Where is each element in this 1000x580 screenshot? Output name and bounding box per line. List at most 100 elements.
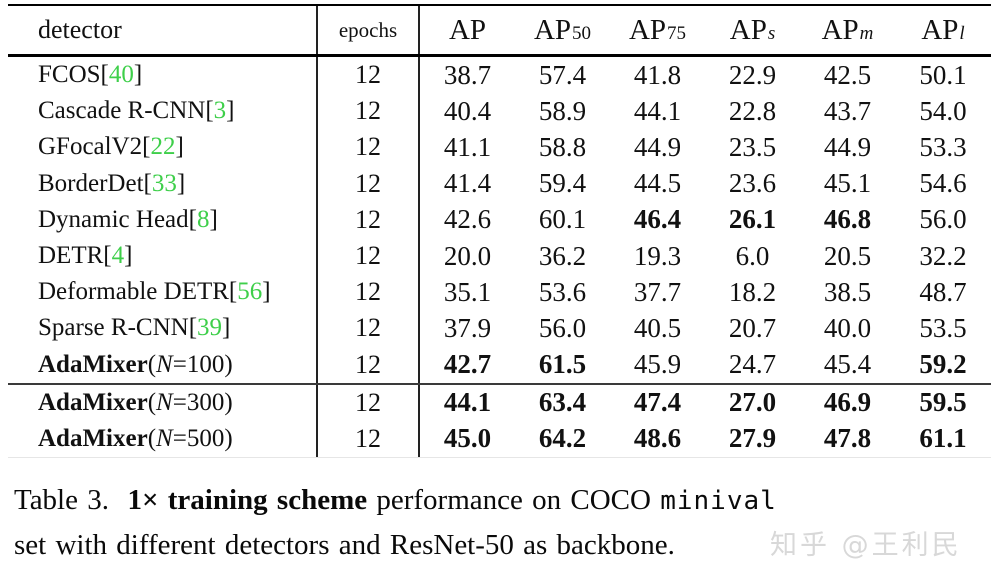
cell-epochs: 12 [316,384,420,421]
cell-value: 24.7 [728,349,777,380]
table-body: FCOS [40] 12 38.7 57.4 41.8 22.9 42.5 50.1 Casca… [8,57,991,458]
cell-value: 27.9 [728,423,777,454]
cell-epochs: 12 [316,165,420,202]
table-header-row: detector epochs AP AP 50 AP 75 AP s AP m AP l [8,6,991,57]
query-count-symbol: N [156,424,173,452]
results-table: detector epochs AP AP 50 AP 75 AP s AP m AP l FCOS [… [8,4,991,459]
watermark: 知乎 @王利民 [770,530,962,561]
cell-detector: AdaMixer (N =100) [38,350,233,378]
cell-value: 64.2 [538,423,587,454]
cell-value: 46.4 [633,204,682,235]
detector-name: DETR [38,242,104,270]
citation-ref[interactable]: 40 [108,61,134,89]
cell-value: 45.1 [823,168,872,199]
cell-detector: Cascade R-CNN [3] [38,97,235,125]
cell-value: 44.5 [633,168,682,199]
detector-name: Deformable DETR [38,278,229,306]
cell-epochs: 12 [316,237,420,275]
cell-value: 18.2 [728,276,777,307]
cell-epochs: 12 [316,346,420,383]
cell-value: 53.5 [919,312,967,343]
cell-value: 22.9 [728,59,777,90]
column-header-detector: detector [38,15,122,44]
detector-name: BorderDet [38,169,144,197]
cell-value: 20.7 [728,312,777,343]
cell-value: 6.0 [735,240,770,271]
cell-value: 61.1 [919,423,967,454]
cell-value: 47.8 [823,423,872,454]
cell-value: 45.0 [443,423,492,454]
cell-value: 32.2 [919,240,967,271]
table-row: AdaMixer (N =500) 12 45.0 64.2 48.6 27.9 47.8 61… [8,420,991,458]
column-header-ap50: AP 50 [533,13,592,46]
cell-value: 59.4 [538,168,587,199]
cell-value: 35.1 [443,276,492,307]
column-header-aps: AP s [729,13,776,46]
table-row: AdaMixer (N =300) 12 44.1 63.4 47.4 27.0 46.9 59… [8,382,991,421]
cell-value: 40.5 [633,312,682,343]
cell-value: 47.4 [633,387,682,418]
cell-value: 41.1 [443,131,492,162]
citation-ref[interactable]: 3 [213,97,227,125]
caption-segment: 1× training scheme [127,484,368,516]
cell-value: 53.3 [919,131,967,162]
metric-label: AP [533,13,572,46]
cell-value: 50.1 [919,59,967,90]
cell-value: 43.7 [823,95,872,126]
citation-ref[interactable]: 39 [197,314,223,342]
cell-value: 42.7 [443,349,492,380]
cell-value: 19.3 [633,240,682,271]
caption-line-2: set with different detectors and ResNet-… [14,529,675,561]
cell-detector: Deformable DETR [56] [38,278,271,306]
citation-ref[interactable]: 56 [237,278,263,306]
cell-value: 63.4 [538,387,587,418]
table-row: Deformable DETR [56] 12 35.1 53.6 37.7 18.2 38… [8,274,991,311]
detector-name: Cascade R-CNN [38,97,206,125]
query-count-symbol: N [156,350,173,378]
cell-value: 44.9 [633,131,682,162]
cell-detector: DETR [4] [38,242,133,270]
table-row: Cascade R-CNN [3] 12 40.4 58.9 44.1 22.8 43.7 5… [8,93,991,130]
cell-epochs: 12 [316,274,420,311]
cell-epochs: 12 [316,129,420,166]
metric-label: AP [821,13,859,46]
cell-value: 44.1 [633,95,682,126]
cell-value: 20.0 [443,240,492,271]
table-caption: Table 3. 1× training scheme performance … [14,478,989,567]
detector-name: FCOS [38,61,101,89]
metric-label: AP [628,13,667,46]
cell-epochs: 12 [316,310,420,347]
cell-value: 56.0 [538,312,587,343]
cell-value: 38.5 [823,276,872,307]
cell-value: 46.8 [823,204,872,235]
column-header-epochs: epochs [316,6,420,54]
cell-value: 37.9 [443,312,492,343]
cell-value: 57.4 [538,59,587,90]
citation-ref[interactable]: 22 [150,133,176,161]
cell-value: 60.1 [538,204,587,235]
table-row: DETR [4] 12 20.0 36.2 19.3 6.0 20.5 32.2 [8,237,991,275]
citation-ref[interactable]: 4 [111,242,125,270]
cell-epochs: 12 [316,57,420,94]
cell-value: 54.0 [919,95,967,126]
cell-value: 44.9 [823,131,872,162]
caption-segment: minival [660,486,777,516]
cell-value: 23.5 [728,131,777,162]
cell-value: 41.4 [443,168,492,199]
column-header-apm: AP m [821,13,874,46]
citation-ref[interactable]: 8 [196,205,210,233]
cell-detector: FCOS [40] [38,61,143,89]
cell-detector: Sparse R-CNN [39] [38,314,231,342]
citation-ref[interactable]: 33 [151,169,177,197]
caption-segment: Table 3. [14,484,128,516]
table-row: AdaMixer (N =100) 12 42.7 61.5 45.9 24.7 45.4 59… [8,346,991,383]
cell-value: 27.0 [728,387,777,418]
cell-value: 54.6 [919,168,967,199]
detector-name: GFocalV2 [38,133,143,161]
cell-value: 37.7 [633,276,682,307]
cell-epochs: 12 [316,201,420,238]
cell-value: 22.8 [728,95,777,126]
cell-value: 36.2 [538,240,587,271]
cell-value: 26.1 [728,204,777,235]
cell-epochs: 12 [316,93,420,130]
